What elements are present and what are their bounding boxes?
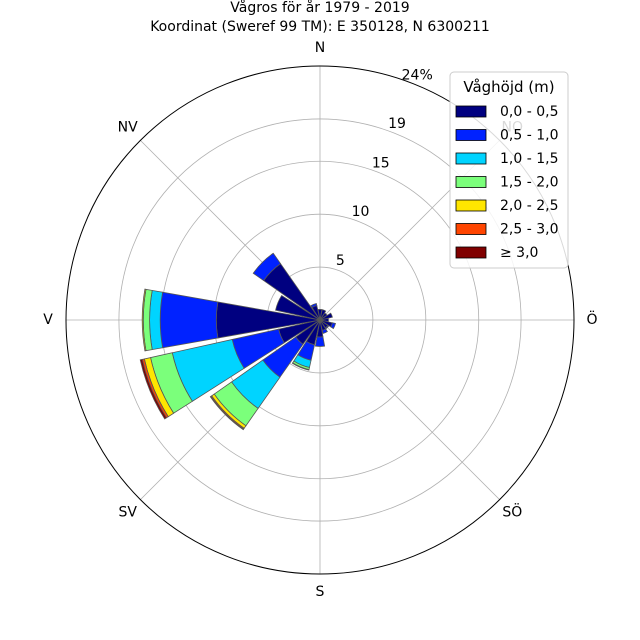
chart-title: Vågros för år 1979 - 2019 [230, 0, 409, 16]
rose-segment [275, 294, 321, 321]
legend-box [449, 71, 569, 269]
compass-label: N [315, 40, 325, 56]
compass-label: SÖ [502, 502, 522, 520]
legend-swatch [455, 199, 487, 212]
legend-label: 1,0 - 1,5 [500, 151, 558, 167]
legend-title: Våghöjd (m) [463, 78, 554, 96]
legend-swatch [455, 105, 487, 118]
rose-segment [252, 252, 282, 282]
radial-tick-label: 19 [388, 116, 406, 132]
compass-label: Ö [586, 310, 597, 328]
compass-label: V [43, 312, 53, 328]
radial-tick-label: 15 [372, 155, 390, 171]
compass-label: S [316, 584, 325, 600]
legend-label: ≥ 3,0 [500, 245, 538, 261]
legend-label: 2,0 - 2,5 [500, 198, 558, 214]
rose-segment [319, 312, 333, 321]
legend-swatch [455, 223, 487, 235]
rose-segment [324, 324, 330, 330]
grid-spoke [319, 319, 500, 500]
radial-tick-label: 24% [402, 67, 433, 83]
legend-label: 1,5 - 2,0 [500, 175, 558, 191]
rose-segment [209, 395, 245, 431]
compass-label: NV [118, 120, 138, 136]
rose-segment [330, 322, 336, 330]
legend-label: 2,5 - 3,0 [500, 222, 558, 238]
rose-segment [159, 291, 219, 349]
legend: Våghöjd (m) 0,0 - 0,5 0,5 - 1,0 1,0 - 1,5 1,… [449, 71, 569, 269]
compass-label: SV [118, 504, 137, 520]
chart-subtitle: Koordinat (Sweref 99 TM): E 350128, N 63… [150, 19, 490, 35]
legend-swatch [455, 176, 487, 188]
legend-swatch [455, 129, 487, 141]
rose-segment [317, 309, 323, 321]
radial-tick-label: 5 [336, 253, 345, 269]
legend-swatch [455, 246, 487, 259]
rose-segment [310, 302, 318, 309]
radial-tick-label: 10 [352, 204, 370, 220]
rose-segment [141, 288, 147, 352]
grid-circle [118, 118, 522, 522]
polar-border [65, 65, 575, 575]
rose-segment [321, 328, 328, 334]
legend-label: 0,5 - 1,0 [500, 128, 558, 144]
legend-label: 0,0 - 0,5 [500, 104, 558, 120]
rose-segment [139, 358, 168, 420]
legend-swatch [455, 152, 487, 165]
rose-segment [291, 362, 310, 371]
rose-segment [314, 336, 326, 347]
